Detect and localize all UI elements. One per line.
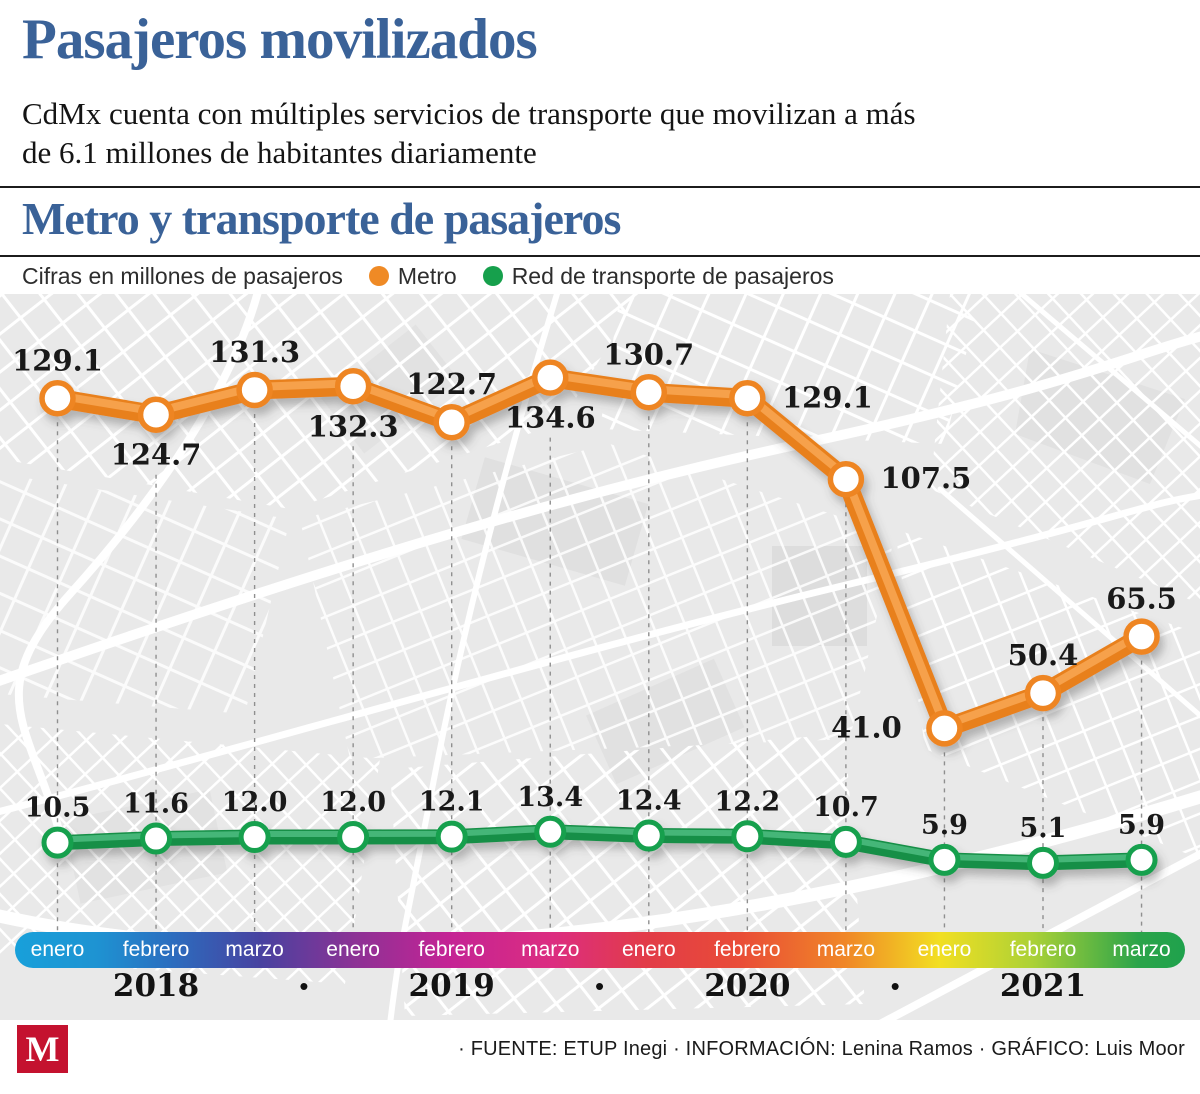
metro-value-label: 132.3 [308,409,399,443]
metro-point [39,380,76,417]
metro-value-label: 134.6 [505,401,596,435]
month-label: marzo [225,938,284,961]
subtitle-line-1: CdMx cuenta con múltiples servicios de t… [22,96,916,131]
rtp-point [435,820,468,853]
month-axis-gradient-bar: enero febrero marzo enero febrero marzo enero f… [15,932,1185,968]
metro-point [827,460,865,498]
page-subtitle: CdMx cuenta con múltiples servicios de t… [22,94,916,172]
metro-value-label: 129.1 [782,380,873,414]
metro-value-label: 130.7 [603,337,694,371]
month-label: enero [326,938,380,961]
rtp-point [337,821,370,854]
line-chart: 10.5 11.6 12.0 12.0 12.1 13.4 12.4 12.2 10.7 5.9 5… [12,335,1177,938]
chart-area: 10.5 11.6 12.0 12.0 12.1 13.4 12.4 12.2 10.7 5.9 5… [0,294,1200,1020]
metro-value-label: 131.3 [209,335,300,369]
metro-line-highlight [53,370,1146,730]
month-label: febrero [122,938,190,961]
divider-top [0,186,1200,188]
rtp-value-label: 5.9 [921,810,968,841]
month-label: marzo [816,938,876,961]
rtp-value-label: 12.4 [616,786,682,817]
rtp-series [41,815,1158,879]
metro-point [729,380,766,417]
rtp-value-labels: 10.5 11.6 12.0 12.0 12.1 13.4 12.4 12.2 10.7 5.9 5… [25,782,1165,844]
rtp-point [731,820,764,853]
legend: Cifras en millones de pasajeros Metro Re… [22,263,834,289]
rtp-value-label: 12.0 [320,787,386,818]
metro-point [532,359,569,396]
rtp-point [1027,846,1059,879]
metro-point [137,396,175,433]
year-axis: 2018 • 2019 • 2020 • 2021 [0,966,1200,1006]
metro-value-label: 124.7 [111,438,202,472]
metro-value-label: 50.4 [1008,638,1079,672]
map-background [0,294,1200,1020]
credits-line: · FUENTE: ETUP Inegi · INFORMACIÓN: Leni… [458,1038,1185,1060]
month-label: febrero [418,938,485,961]
metro-point [1123,618,1160,655]
month-label: enero [621,938,676,961]
rtp-point [140,822,173,855]
rtp-value-label: 10.5 [25,793,91,824]
metro-point [433,403,470,441]
metro-legend-dot-icon [368,266,389,286]
legend-label-rtp: Red de transporte de pasajeros [511,262,834,289]
rtp-point [41,826,74,859]
rtp-point [632,819,665,852]
rtp-point [928,843,961,876]
year-label: 2018 [112,968,200,1004]
legend-label-metro: Metro [397,262,457,289]
month-label: enero [917,938,972,961]
rtp-value-label: 12.2 [714,786,780,817]
rtp-point [1125,843,1158,876]
rtp-point [238,821,271,854]
metro-value-label: 122.7 [406,367,497,401]
month-label: marzo [1112,938,1171,961]
year-label: 2020 [704,968,791,1004]
year-label: 2021 [999,968,1087,1004]
month-label: marzo [521,938,580,961]
month-label: enero [30,938,85,961]
year-separator-bullet-icon: • [299,971,309,1001]
metro-series [39,359,1160,747]
divider-bottom [0,255,1200,257]
metro-point [926,710,963,747]
metro-value-label: 107.5 [880,461,971,495]
rtp-value-label: 5.1 [1020,813,1067,844]
month-label: febrero [1009,938,1077,961]
metro-point [1024,674,1062,712]
metro-point [236,371,273,409]
rtp-value-label: 12.0 [222,787,288,818]
section-title: Metro y transporte de pasajeros [22,193,621,244]
rtp-point [534,815,567,848]
metro-point [334,368,372,405]
rtp-value-label: 5.9 [1118,810,1165,841]
metro-point [630,374,668,411]
subtitle-line-2: de 6.1 millones de habitantes diariament… [22,135,537,170]
year-label: 2019 [408,968,495,1004]
page-title: Pasajeros movilizados [22,8,538,71]
month-label: febrero [714,938,781,961]
year-separator-bullet-icon: • [890,971,900,1001]
year-separator-bullet-icon: • [594,971,605,1001]
rtp-value-label: 11.6 [123,789,189,820]
metro-value-label: 129.1 [12,343,103,377]
metro-value-label: 65.5 [1106,582,1177,616]
rtp-value-label: 13.4 [517,782,583,813]
metro-value-label: 41.0 [831,710,902,744]
rtp-line-highlight [54,825,1145,863]
legend-units-note: Cifras en millones de pasajeros [22,262,343,289]
rtp-legend-dot-icon [482,266,503,286]
metro-line [48,368,1151,738]
rtp-point [829,825,862,858]
rtp-value-label: 12.1 [419,787,485,818]
rtp-value-label: 10.7 [813,792,879,823]
milenio-logo: M [17,1025,68,1073]
